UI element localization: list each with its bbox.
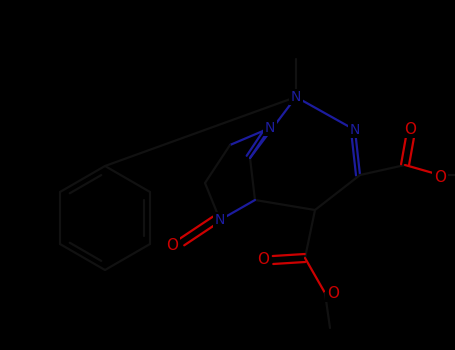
Text: N: N: [215, 213, 225, 227]
Text: N: N: [291, 90, 301, 104]
Text: N: N: [265, 121, 275, 135]
Text: O: O: [166, 238, 178, 253]
Text: O: O: [257, 252, 269, 267]
Text: N: N: [350, 123, 360, 137]
Text: O: O: [404, 121, 416, 136]
Text: O: O: [434, 169, 446, 184]
Text: O: O: [327, 286, 339, 301]
